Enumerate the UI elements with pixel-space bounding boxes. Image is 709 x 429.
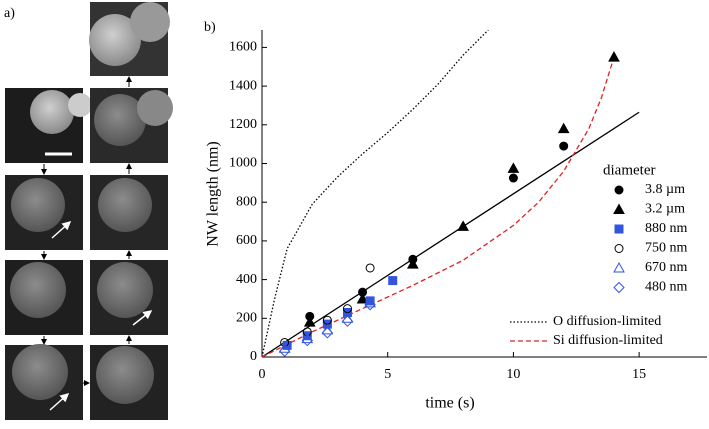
marker: [365, 263, 375, 273]
y-tick-label: 800: [236, 194, 257, 209]
marker: [321, 327, 334, 339]
legend-label: 750 nm: [645, 241, 688, 256]
marker: [278, 342, 291, 353]
x-tick-label: 15: [632, 367, 646, 382]
x-tick-label: 10: [506, 367, 520, 382]
y-tick-label: 1400: [229, 78, 257, 93]
line: [262, 56, 615, 357]
legend-label: 880 nm: [645, 221, 688, 236]
legend-label: 480 nm: [645, 280, 688, 295]
line: [262, 30, 489, 357]
y-tick-label: 600: [236, 233, 257, 248]
legend-label: 3.2 µm: [645, 202, 685, 217]
legend-label: 3.8 µm: [645, 182, 685, 197]
marker: [559, 141, 569, 151]
marker: [278, 345, 291, 357]
y-tick-label: 1000: [229, 156, 257, 171]
y-tick-label: 1200: [229, 117, 257, 132]
legend-label: Si diffusion-limited: [553, 333, 663, 348]
x-tick-label: 5: [384, 367, 391, 382]
marker: [507, 162, 520, 173]
legend-title: diameter: [603, 162, 655, 178]
x-tick-label: 0: [259, 367, 266, 382]
y-tick-label: 1600: [229, 40, 257, 55]
marker: [613, 281, 625, 294]
marker: [614, 224, 624, 234]
marker: [613, 261, 625, 273]
marker: [508, 173, 518, 183]
marker: [301, 334, 313, 347]
legend-label: 670 nm: [645, 260, 688, 275]
x-axis-label: time (s): [425, 395, 474, 412]
y-tick-label: 200: [236, 311, 257, 326]
marker: [613, 203, 625, 214]
marker: [364, 299, 376, 311]
marker: [457, 220, 469, 231]
marker: [341, 312, 354, 323]
marker: [614, 185, 624, 195]
panel-label: b): [204, 20, 216, 35]
micrograph-panel: [5, 2, 173, 420]
marker: [303, 316, 316, 327]
marker: [608, 51, 620, 62]
marker: [614, 244, 624, 253]
y-tick-label: 400: [236, 272, 257, 287]
line: [262, 111, 640, 357]
marker: [557, 122, 570, 134]
y-tick-label: 0: [250, 349, 257, 364]
plot-area: [262, 30, 640, 357]
marker: [406, 258, 419, 269]
legend-label: O diffusion-limited: [553, 314, 661, 329]
panel-label: a): [4, 6, 15, 21]
y-axis-label: NW length (nm): [205, 141, 222, 246]
marker: [388, 276, 398, 286]
marker: [341, 315, 354, 327]
marker: [321, 323, 334, 335]
marker: [356, 292, 369, 304]
